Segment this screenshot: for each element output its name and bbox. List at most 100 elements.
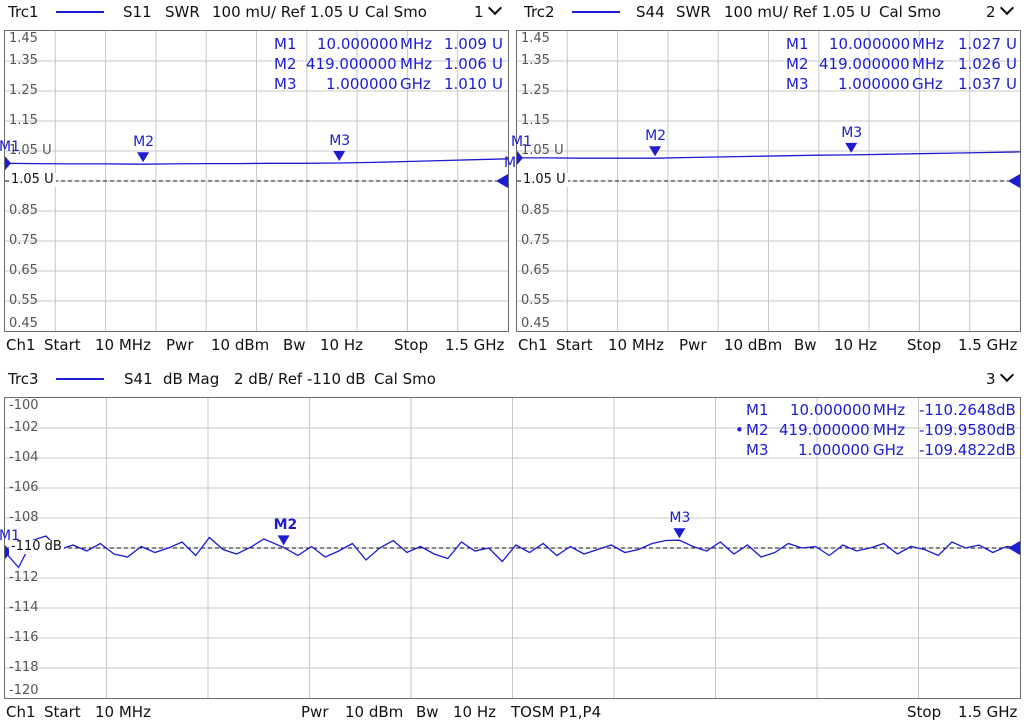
trc1-header[interactable]: Trc1 S11 SWR 100 mU/ Ref 1.05 U Cal Smo … [0, 0, 512, 24]
y-tick-label: 1.15 [521, 113, 550, 128]
y-tick-label: -102 [9, 420, 39, 435]
trc2-number-label: 2 [986, 3, 996, 21]
stop-label[interactable]: Stop [907, 703, 942, 721]
marker-label[interactable]: M2 [273, 517, 298, 534]
start-value[interactable]: 10 MHz [608, 336, 664, 354]
trc2-param: S44 [636, 3, 665, 21]
y-tick-label: -120 [9, 683, 39, 698]
stop-value[interactable]: 1.5 GHz [445, 336, 505, 354]
marker-label[interactable]: M1 [0, 139, 20, 156]
calibration-label[interactable]: TOSM P1,P4 [511, 703, 602, 721]
marker-value: -109.4822 [919, 441, 996, 459]
reference-arrow-icon [496, 174, 508, 188]
channel-label[interactable]: Ch1 [6, 703, 36, 721]
trc1-format: SWR [165, 3, 200, 21]
marker-label[interactable]: M3 [669, 510, 691, 527]
y-tick-label: -104 [9, 450, 39, 465]
trc2-cal: Cal Smo [879, 3, 941, 21]
trc2-plot[interactable]: 1.45 1.35 1.25 1.15 1.05 U 0.85 0.75 0.65 0.55 0.… [511, 30, 1021, 332]
y-tick-label: -106 [9, 480, 39, 495]
marker-vunit: U [492, 55, 503, 73]
marker-unit: GHz [912, 75, 943, 93]
trc1-plot[interactable]: 1.45 1.35 1.25 1.15 1.05 U 0.85 0.75 0.65 0.55 0.… [0, 30, 525, 332]
trc2-name: Trc2 [524, 3, 555, 21]
chevron-down-icon [999, 0, 1014, 16]
trc2-format: SWR [676, 3, 711, 21]
marker-label[interactable]: M1 [511, 133, 532, 150]
start-label[interactable]: Start [44, 703, 81, 721]
marker-id: M2 [786, 55, 809, 73]
marker-id: M2 [274, 55, 297, 73]
marker-m2-icon [649, 146, 662, 157]
start-label[interactable]: Start [556, 336, 593, 354]
power-value[interactable]: 10 dBm [345, 703, 404, 721]
power-label[interactable]: Pwr [679, 336, 707, 354]
trc3-header[interactable]: Trc3 S41 dB Mag 2 dB/ Ref -110 dB Cal Sm… [0, 367, 1024, 391]
trc1-footer: Ch1 Start 10 MHz Pwr 10 dBm Bw 10 Hz Sto… [0, 334, 512, 356]
trc2-footer: Ch1 Start 10 MHz Pwr 10 dBm Bw 10 Hz Sto… [512, 334, 1024, 356]
reference-label: 1.05 U [9, 172, 56, 187]
marker-freq: 1.000000 [798, 441, 870, 459]
marker-value: -109.9580 [919, 421, 996, 439]
start-value[interactable]: 10 MHz [95, 703, 151, 721]
marker-value: 1.010 [444, 75, 487, 93]
y-tick-label: 0.55 [9, 293, 38, 308]
bandwidth-value[interactable]: 10 Hz [453, 703, 497, 721]
power-label[interactable]: Pwr [301, 703, 329, 721]
marker-label[interactable]: M3 [329, 133, 351, 149]
stop-value[interactable]: 1.5 GHz [958, 336, 1018, 354]
trc3-footer: Ch1 Start 10 MHz Pwr 10 dBm Bw 10 Hz TOS… [0, 701, 1024, 723]
trc3-plot[interactable]: -100 -102 -104 -106 -108 -112 -114 -116 -118 -120… [0, 397, 1021, 699]
y-tick-label: 1.05 U [521, 143, 564, 158]
marker-id: M3 [746, 441, 769, 459]
stop-label[interactable]: Stop [394, 336, 429, 354]
channel-label[interactable]: Ch1 [6, 336, 36, 354]
start-label[interactable]: Start [44, 336, 81, 354]
marker-freq: 10.000000 [829, 35, 911, 53]
trc2-header[interactable]: Trc2 S44 SWR 100 mU/ Ref 1.05 U Cal Smo … [512, 0, 1024, 24]
marker-label[interactable]: M2 [645, 128, 667, 145]
marker-m2-icon [137, 152, 150, 163]
trc3-number[interactable]: 3 [986, 367, 1014, 391]
bandwidth-label[interactable]: Bw [794, 336, 817, 354]
trc2-number[interactable]: 2 [986, 0, 1014, 24]
power-value[interactable]: 10 dBm [211, 336, 270, 354]
marker-label[interactable]: M1 [0, 527, 20, 544]
y-tick-label: 1.25 [9, 83, 38, 98]
bandwidth-label[interactable]: Bw [416, 703, 439, 721]
bandwidth-value[interactable]: 10 Hz [320, 336, 364, 354]
y-tick-label: 0.65 [9, 263, 38, 278]
marker-id: M3 [274, 75, 297, 93]
marker-label[interactable]: M2 [133, 134, 155, 151]
marker-value: 1.006 [444, 55, 487, 73]
trc1-number[interactable]: 1 [474, 0, 502, 24]
y-tick-label: -100 [9, 398, 39, 413]
marker-unit: GHz [400, 75, 431, 93]
bandwidth-value[interactable]: 10 Hz [834, 336, 878, 354]
stop-value[interactable]: 1.5 GHz [958, 703, 1018, 721]
marker-freq: 419.000000 [819, 55, 910, 73]
marker-value: 1.009 [444, 35, 487, 53]
power-value[interactable]: 10 dBm [724, 336, 783, 354]
marker-unit: MHz [912, 55, 945, 73]
marker-label[interactable]: M3 [841, 124, 863, 141]
active-marker-dot: • [735, 421, 744, 439]
marker-unit: MHz [400, 35, 433, 53]
reference-arrow-icon [1008, 174, 1020, 188]
trc2-scale: 100 mU/ Ref 1.05 U [724, 3, 871, 21]
marker-id: M3 [786, 75, 809, 93]
marker-vunit: U [492, 35, 503, 53]
marker-m1-icon [5, 544, 11, 559]
marker-value: 1.026 [958, 55, 1001, 73]
y-tick-label: -114 [9, 600, 39, 615]
power-label[interactable]: Pwr [166, 336, 194, 354]
marker-m3-icon [333, 151, 346, 161]
y-tick-label: 0.85 [521, 203, 550, 218]
bandwidth-label[interactable]: Bw [283, 336, 306, 354]
marker-vunit: dB [996, 421, 1016, 439]
start-value[interactable]: 10 MHz [95, 336, 151, 354]
channel-label[interactable]: Ch1 [518, 336, 548, 354]
trc1-trace-legend-line [56, 11, 104, 13]
y-tick-label: 0.55 [521, 293, 550, 308]
stop-label[interactable]: Stop [907, 336, 942, 354]
